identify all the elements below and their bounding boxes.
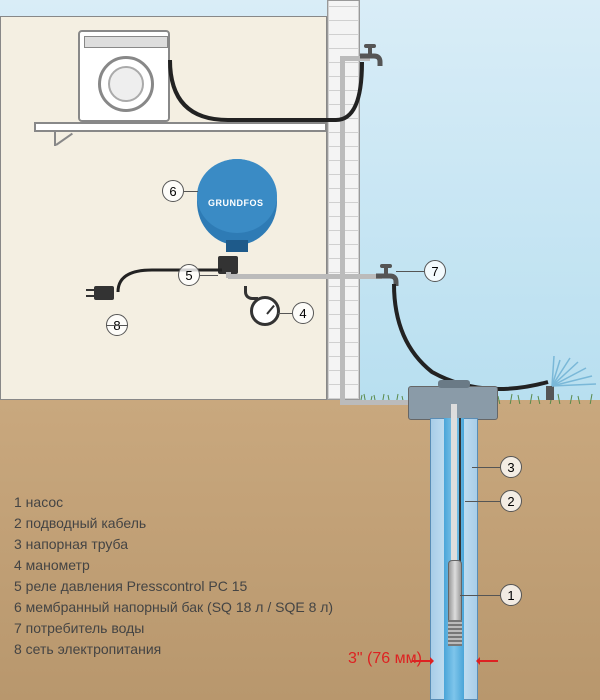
power-cable — [112, 268, 224, 308]
washing-machine — [78, 30, 170, 122]
callout-line — [472, 467, 500, 468]
well-cap — [438, 380, 470, 388]
callout-line — [200, 275, 218, 276]
legend-item: 4 манометр — [14, 555, 333, 576]
callout-line — [184, 191, 198, 192]
legend-item: 1 насос — [14, 492, 333, 513]
callout-5: 5 — [178, 264, 200, 286]
callout-3: 3 — [500, 456, 522, 478]
water-pipe — [340, 274, 345, 404]
legend-item: 6 мембранный напорный бак (SQ 18 л / SQE… — [14, 597, 333, 618]
callout-1: 1 — [500, 584, 522, 606]
callout-line — [396, 271, 424, 272]
legend-item: 7 потребитель воды — [14, 618, 333, 639]
legend-item: 3 напорная труба — [14, 534, 333, 555]
tank-logo: GRUNDFOS — [208, 198, 264, 208]
callout-line — [465, 501, 500, 502]
dimension-arrow-right — [476, 654, 498, 672]
legend-item: 5 реле давления Presscontrol PC 15 — [14, 576, 333, 597]
pressure-tank: GRUNDFOS — [196, 158, 278, 254]
pump-intake — [448, 620, 462, 646]
washer-hose — [168, 60, 368, 130]
legend: 1 насос2 подводный кабель3 напорная труб… — [14, 492, 333, 660]
callout-line — [278, 313, 292, 314]
callout-line — [460, 595, 500, 596]
callout-7: 7 — [424, 260, 446, 282]
pressure-gauge — [250, 296, 280, 326]
legend-item: 8 сеть электропитания — [14, 639, 333, 660]
callout-4: 4 — [292, 302, 314, 324]
riser-pipe — [451, 404, 457, 564]
gauge-stem — [244, 286, 258, 300]
callout-2: 2 — [500, 490, 522, 512]
dimension-label: 3" (76 мм) — [348, 650, 422, 668]
callout-6: 6 — [162, 180, 184, 202]
callout-line — [106, 325, 128, 326]
submersible-cable — [459, 418, 461, 568]
legend-item: 2 подводный кабель — [14, 513, 333, 534]
sprinkler-icon — [542, 340, 598, 400]
dimension-arrow-left — [412, 654, 434, 672]
